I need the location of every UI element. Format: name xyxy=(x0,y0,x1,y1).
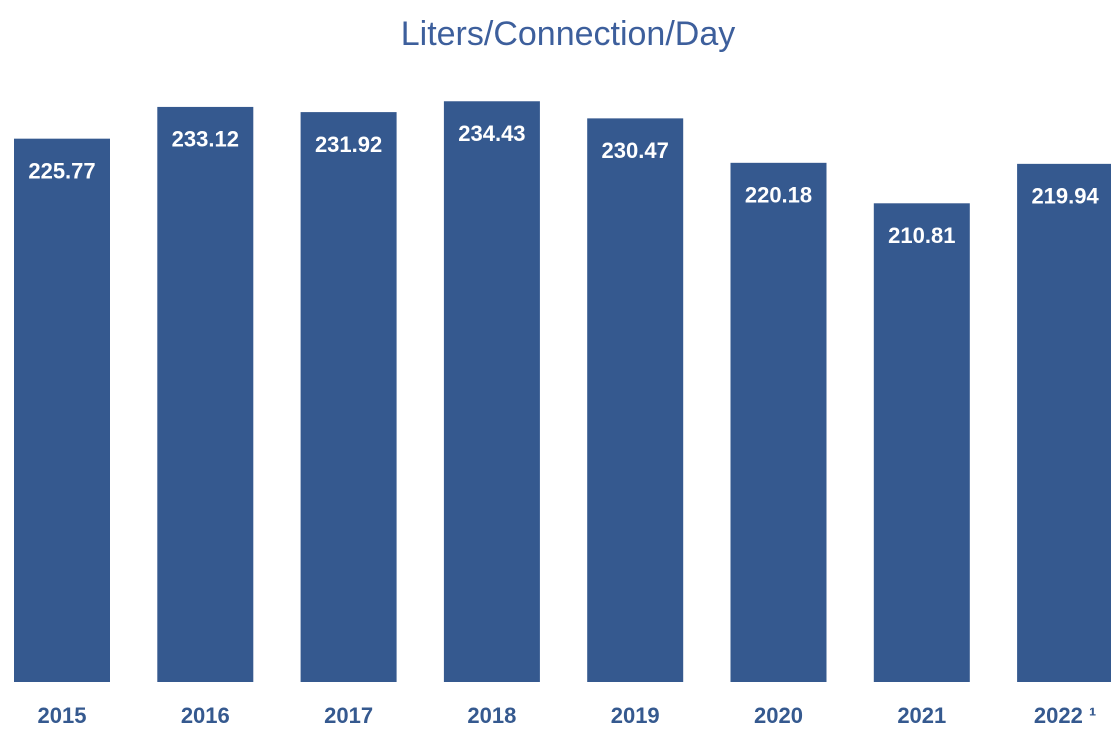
x-tick-label: 2019 xyxy=(611,703,660,728)
value-label: 231.92 xyxy=(315,132,382,157)
bar xyxy=(1017,163,1111,683)
x-tick-label: 2015 xyxy=(38,703,87,728)
value-label: 225.77 xyxy=(28,158,95,183)
value-label: 219.94 xyxy=(1031,184,1099,209)
value-label: 230.47 xyxy=(602,138,669,163)
bar xyxy=(443,101,540,683)
bar xyxy=(587,118,684,682)
x-tick-label: 2020 xyxy=(754,703,803,728)
bar xyxy=(730,162,827,683)
x-tick-label: 2021 xyxy=(897,703,946,728)
chart-title: Liters/Connection/Day xyxy=(401,15,736,53)
x-tick-label: 2022 ¹ xyxy=(1034,703,1096,728)
bar xyxy=(14,138,110,683)
value-label: 220.18 xyxy=(745,183,812,208)
bar xyxy=(300,112,397,683)
value-label: 210.81 xyxy=(888,223,955,248)
x-tick-label: 2017 xyxy=(324,703,373,728)
value-label: 233.12 xyxy=(172,127,239,152)
x-tick-label: 2018 xyxy=(467,703,516,728)
value-label: 234.43 xyxy=(458,121,525,146)
x-tick-label: 2016 xyxy=(181,703,230,728)
bar xyxy=(157,106,254,682)
bar xyxy=(873,203,970,683)
